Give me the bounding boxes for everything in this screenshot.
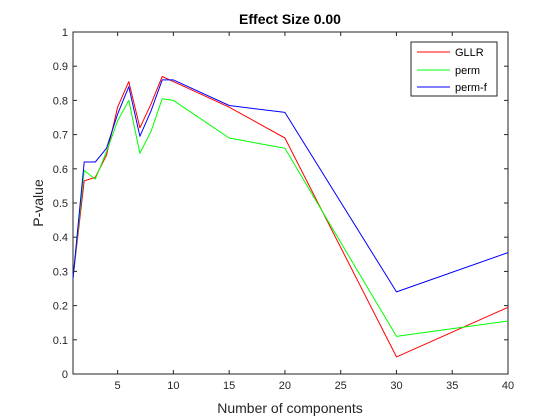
x-tick-label: 35 <box>446 380 458 392</box>
y-tick-label: 0.6 <box>53 164 68 176</box>
x-axis-ticks: 5 10 15 20 25 30 35 40 <box>115 32 514 392</box>
y-tick-label: 0.5 <box>53 198 68 210</box>
y-tick-label: 0.1 <box>53 335 68 347</box>
y-axis-label: P-value <box>30 179 46 227</box>
y-tick-label: 1 <box>62 27 68 39</box>
legend: GLLR perm perm-f <box>410 41 498 97</box>
legend-label-perm-f: perm-f <box>455 82 488 94</box>
series-layer <box>72 76 509 358</box>
series-line-perm <box>72 98 509 337</box>
x-tick-label: 25 <box>335 380 347 392</box>
x-tick-label: 5 <box>115 380 121 392</box>
series-line-perm-f <box>72 79 509 293</box>
y-tick-label: 0 <box>62 369 68 381</box>
legend-label-perm: perm <box>455 65 480 77</box>
y-tick-label: 0.3 <box>53 266 68 278</box>
y-tick-label: 0.7 <box>53 130 68 142</box>
x-tick-label: 40 <box>502 380 514 392</box>
y-tick-label: 0.9 <box>53 61 68 73</box>
x-tick-label: 20 <box>279 380 291 392</box>
y-axis-ticks: 0 0.1 0.2 0.3 0.4 0.5 0.6 0.7 0.8 0.9 1 <box>53 27 508 381</box>
x-tick-label: 15 <box>223 380 235 392</box>
x-tick-label: 10 <box>167 380 179 392</box>
legend-label-gllr: GLLR <box>455 47 484 59</box>
y-tick-label: 0.4 <box>53 232 68 244</box>
y-tick-label: 0.8 <box>53 95 68 107</box>
chart-title: Effect Size 0.00 <box>239 11 341 27</box>
y-tick-label: 0.2 <box>53 301 68 313</box>
x-tick-label: 30 <box>390 380 402 392</box>
x-axis-label: Number of components <box>217 400 363 416</box>
